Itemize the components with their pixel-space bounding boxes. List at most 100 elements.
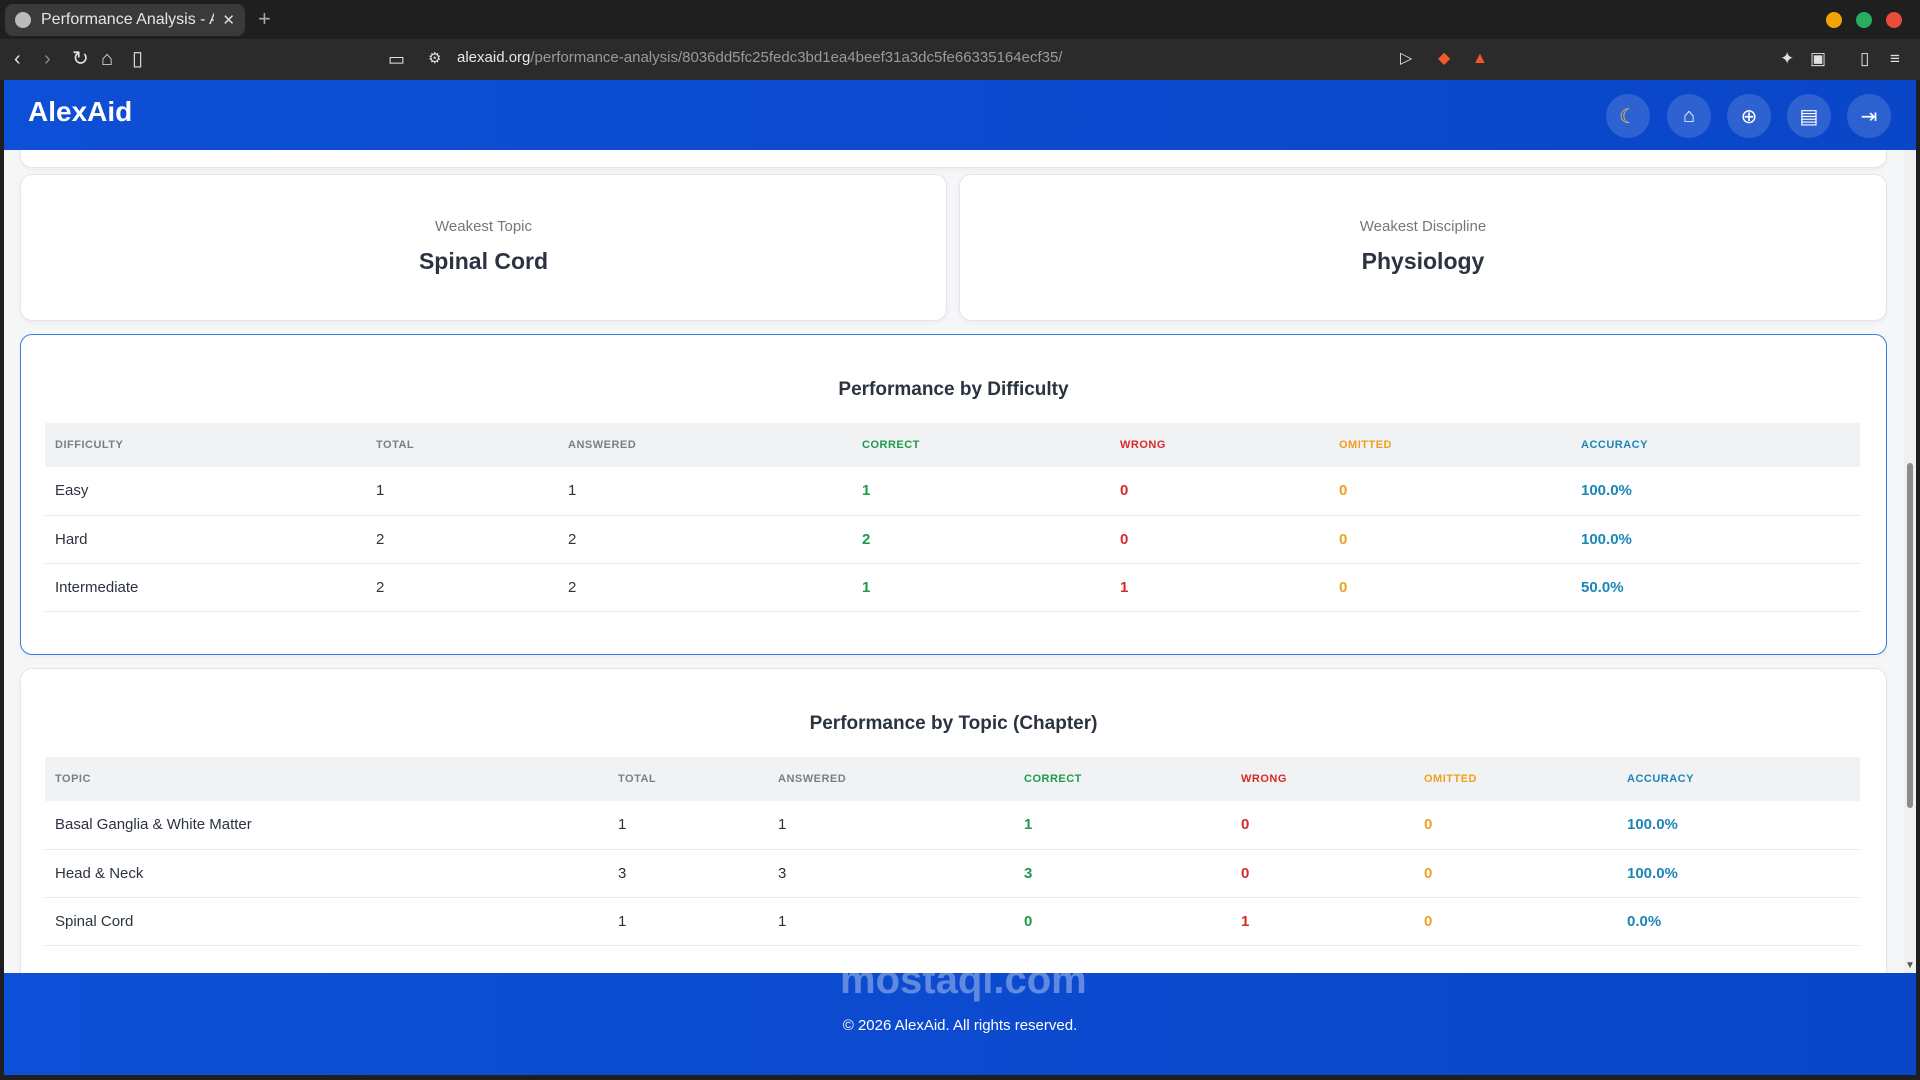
cell-total: 1 [366, 467, 558, 516]
table-row: Hard 2 2 2 0 0 100.0% [45, 515, 1860, 564]
moon-icon: ☾ [1619, 105, 1637, 128]
dark-mode-button[interactable]: ☾ [1606, 94, 1650, 138]
weakest-discipline-card: Weakest Discipline Physiology [959, 174, 1887, 321]
cell-total: 1 [608, 897, 768, 946]
globe-icon [15, 12, 31, 28]
cell-topic: Head & Neck [45, 849, 608, 898]
minimize-window-button[interactable] [1826, 12, 1842, 28]
weakest-topic-label: Weakest Topic [435, 218, 532, 235]
new-exam-button[interactable]: ⊕ [1727, 94, 1771, 138]
browser-tab[interactable]: Performance Analysis - AlexAid ✕ [5, 4, 245, 36]
cell-answered: 1 [768, 897, 1014, 946]
logout-icon: ⇥ [1860, 105, 1878, 128]
table-row: Head & Neck 3 3 3 0 0 100.0% [45, 849, 1860, 898]
cell-accuracy: 100.0% [1617, 801, 1860, 850]
col-accuracy: ACCURACY [1571, 423, 1860, 467]
col-correct: CORRECT [1014, 757, 1231, 801]
reload-icon[interactable]: ↻ [72, 48, 89, 70]
forward-icon[interactable]: › [44, 48, 51, 70]
cell-total: 1 [608, 801, 768, 850]
scrollbar-thumb[interactable] [1907, 463, 1913, 808]
send-icon[interactable]: ▷ [1400, 50, 1413, 67]
cell-omitted: 0 [1329, 515, 1571, 564]
cell-correct: 2 [852, 515, 1110, 564]
site-info-icon[interactable]: ⚙ [428, 50, 442, 67]
weakest-topic-card: Weakest Topic Spinal Cord [20, 174, 947, 321]
brand-logo[interactable]: AlexAid [28, 96, 133, 127]
maximize-window-button[interactable] [1856, 12, 1872, 28]
col-correct: CORRECT [852, 423, 1110, 467]
url-host: alexaid.org [457, 49, 531, 66]
cell-correct: 1 [852, 563, 1110, 612]
difficulty-table: DIFFICULTY TOTAL ANSWERED CORRECT WRONG … [45, 423, 1860, 612]
cell-omitted: 0 [1414, 801, 1617, 850]
cell-wrong: 1 [1110, 563, 1329, 612]
col-difficulty: DIFFICULTY [45, 423, 366, 467]
wallet-icon[interactable]: ▣ [1810, 49, 1827, 68]
plus-circle-icon: ⊕ [1740, 105, 1758, 128]
brave-shield-icon[interactable]: ◆ [1438, 50, 1451, 67]
menu-icon[interactable]: ≡ [1890, 49, 1900, 68]
table-row: Intermediate 2 2 1 1 0 50.0% [45, 563, 1860, 612]
cell-difficulty: Hard [45, 515, 366, 564]
close-window-button[interactable] [1886, 12, 1902, 28]
cell-answered: 1 [768, 801, 1014, 850]
scroll-down-arrow-icon[interactable]: ▼ [1905, 960, 1915, 971]
watermark: mostaql.com [840, 958, 1087, 1002]
logout-button[interactable]: ⇥ [1847, 94, 1891, 138]
bookmark-icon[interactable]: ▭ [388, 49, 406, 69]
col-answered: ANSWERED [768, 757, 1014, 801]
window-controls [1826, 12, 1902, 28]
difficulty-header-row: DIFFICULTY TOTAL ANSWERED CORRECT WRONG … [45, 423, 1860, 467]
col-total: TOTAL [608, 757, 768, 801]
cell-total: 3 [608, 849, 768, 898]
topic-table: TOPIC TOTAL ANSWERED CORRECT WRONG OMITT… [45, 757, 1860, 946]
cell-total: 2 [366, 563, 558, 612]
table-row: Basal Ganglia & White Matter 1 1 1 0 0 1… [45, 801, 1860, 850]
history-button[interactable]: ▤ [1787, 94, 1831, 138]
topic-header-row: TOPIC TOTAL ANSWERED CORRECT WRONG OMITT… [45, 757, 1860, 801]
sidebar-icon[interactable]: ▯ [1860, 49, 1870, 68]
cell-accuracy: 50.0% [1571, 563, 1860, 612]
home-button[interactable]: ⌂ [1667, 94, 1711, 138]
table-row: Spinal Cord 1 1 0 1 0 0.0% [45, 897, 1860, 946]
sidebar-toggle-icon[interactable]: ▯ [132, 48, 144, 70]
table-row: Easy 1 1 1 0 0 100.0% [45, 467, 1860, 516]
cell-accuracy: 100.0% [1571, 515, 1860, 564]
cell-topic: Spinal Cord [45, 897, 608, 946]
address-bar[interactable]: alexaid.org/performance-analysis/8036dd5… [457, 49, 1062, 66]
col-topic: TOPIC [45, 757, 608, 801]
weakest-topic-value: Spinal Cord [418, 248, 549, 274]
window-bottom-edge [0, 1075, 1920, 1080]
extensions-icon[interactable]: ✦ [1780, 49, 1795, 68]
new-tab-button[interactable]: + [258, 6, 271, 31]
topic-card: Performance by Topic (Chapter) TOPIC TOT… [20, 668, 1887, 973]
brave-rewards-icon[interactable]: ▲ [1472, 50, 1488, 67]
cell-wrong: 0 [1110, 515, 1329, 564]
cell-total: 2 [366, 515, 558, 564]
home-browser-icon[interactable]: ⌂ [101, 48, 114, 70]
col-omitted: OMITTED [1414, 757, 1617, 801]
cell-answered: 2 [558, 515, 852, 564]
footer-copyright: © 2026 AlexAid. All rights reserved. [842, 1017, 1078, 1034]
col-omitted: OMITTED [1329, 423, 1571, 467]
cell-answered: 3 [768, 849, 1014, 898]
col-wrong: WRONG [1110, 423, 1329, 467]
cell-accuracy: 0.0% [1617, 897, 1860, 946]
cell-answered: 2 [558, 563, 852, 612]
cell-difficulty: Easy [45, 467, 366, 516]
col-accuracy: ACCURACY [1617, 757, 1860, 801]
close-tab-icon[interactable]: ✕ [222, 12, 235, 29]
page: AlexAid ☾ ⌂ ⊕ ▤ ⇥ Weakest Topic Spinal C… [4, 80, 1916, 1075]
cell-wrong: 0 [1110, 467, 1329, 516]
footer: © 2026 AlexAid. All rights reserved. [4, 973, 1916, 1075]
cell-omitted: 0 [1329, 467, 1571, 516]
difficulty-title: Performance by Difficulty [838, 379, 1069, 400]
col-wrong: WRONG [1231, 757, 1414, 801]
cell-answered: 1 [558, 467, 852, 516]
page-scrollbar[interactable]: ▼ [1904, 150, 1916, 973]
cell-correct: 3 [1014, 849, 1231, 898]
clipboard-icon: ▤ [1799, 105, 1819, 128]
back-icon[interactable]: ‹ [14, 48, 21, 70]
cell-wrong: 1 [1231, 897, 1414, 946]
